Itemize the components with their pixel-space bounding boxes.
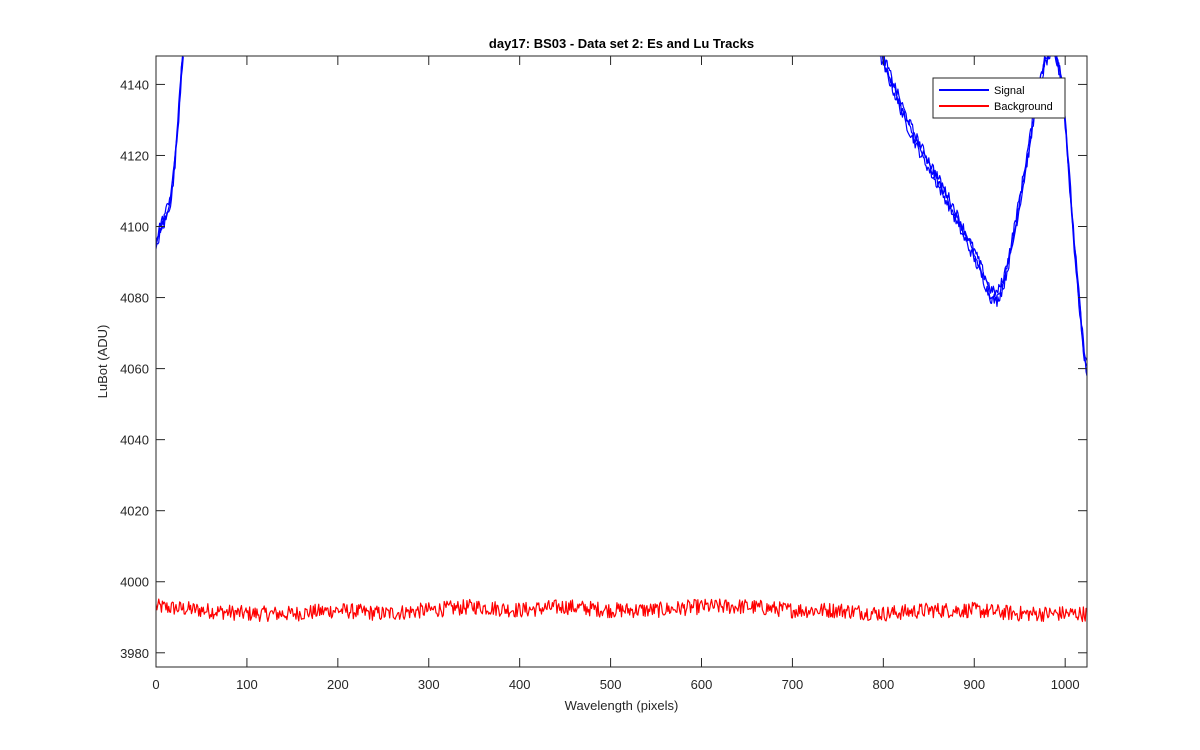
legend-label-signal: Signal bbox=[994, 85, 1025, 97]
legend-box bbox=[932, 77, 1066, 119]
y-tick-label: 4100 bbox=[120, 220, 149, 235]
plot-area bbox=[156, 56, 1087, 667]
chart-title: day17: BS03 - Data set 2: Es and Lu Trac… bbox=[489, 36, 754, 51]
series-line-background bbox=[156, 598, 1087, 623]
legend: Signal Background bbox=[932, 77, 1066, 119]
x-axis-label: Wavelength (pixels) bbox=[565, 698, 679, 713]
series-layer bbox=[156, 56, 1087, 623]
x-tick-label: 400 bbox=[509, 677, 531, 692]
y-axis-label: LuBot (ADU) bbox=[95, 325, 110, 399]
x-tick-label: 200 bbox=[327, 677, 349, 692]
ticks-layer: 0 100 200 300 400 500 600 700 800 900 1000 3980 4000… bbox=[120, 56, 1087, 692]
x-tick-label: 700 bbox=[782, 677, 804, 692]
x-tick-label: 1000 bbox=[1051, 677, 1080, 692]
x-tick-label: 800 bbox=[872, 677, 894, 692]
y-tick-label: 4060 bbox=[120, 362, 149, 377]
legend-label-background: Background bbox=[994, 101, 1053, 113]
plot-frame bbox=[155, 55, 1088, 668]
x-tick-label: 0 bbox=[152, 677, 159, 692]
y-tick-label: 4120 bbox=[120, 148, 149, 163]
y-tick-label: 4040 bbox=[120, 433, 149, 448]
y-tick-label: 4140 bbox=[120, 77, 149, 92]
y-tick-label: 4020 bbox=[120, 504, 149, 519]
x-tick-label: 900 bbox=[963, 677, 985, 692]
series-line-signal-0-2 bbox=[156, 56, 184, 245]
series-line-signal-1-0 bbox=[878, 56, 1087, 377]
x-tick-label: 300 bbox=[418, 677, 440, 692]
x-tick-label: 600 bbox=[691, 677, 713, 692]
series-line-signal-1-2 bbox=[883, 56, 1087, 361]
x-tick-label: 500 bbox=[600, 677, 622, 692]
y-tick-label: 3980 bbox=[120, 646, 149, 661]
x-tick-label: 100 bbox=[236, 677, 258, 692]
y-tick-label: 4080 bbox=[120, 291, 149, 306]
y-tick-label: 4000 bbox=[120, 575, 149, 590]
